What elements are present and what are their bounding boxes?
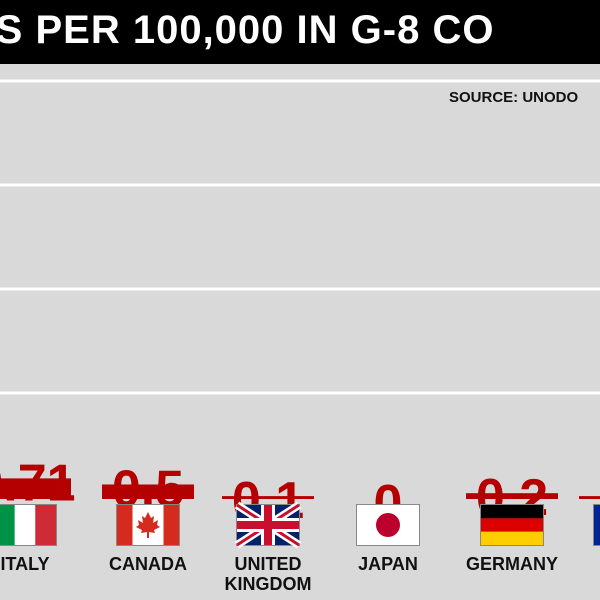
category-label: JAPAN	[358, 554, 418, 574]
uk-flag	[234, 501, 302, 549]
category-labels: ITALYCANADAUNITEDKINGDOMJAPANGERMANYF	[0, 554, 558, 594]
category-label: CANADA	[109, 554, 187, 574]
france-flag	[593, 504, 600, 546]
source-note: SOURCE: UNODO	[449, 89, 579, 106]
bars	[0, 478, 600, 499]
italy-flag	[0, 504, 57, 546]
gridlines	[0, 79, 600, 395]
bar	[466, 493, 558, 499]
chart-title: ES PER 100,000 IN G-8 CO	[0, 8, 495, 52]
bar	[579, 496, 600, 499]
canada-flag	[116, 504, 180, 546]
category-label: UNITED	[235, 554, 302, 574]
title-bar: ES PER 100,000 IN G-8 CO	[0, 0, 600, 64]
category-label: ITALY	[0, 554, 49, 574]
bar	[0, 478, 71, 499]
bar	[222, 496, 314, 499]
category-label: KINGDOM	[225, 574, 312, 594]
japan-flag	[356, 504, 420, 546]
germany-flag	[480, 504, 544, 546]
category-label: GERMANY	[466, 554, 558, 574]
value-label: 0.71	[0, 454, 76, 512]
flags	[0, 501, 600, 549]
bar	[102, 484, 194, 499]
